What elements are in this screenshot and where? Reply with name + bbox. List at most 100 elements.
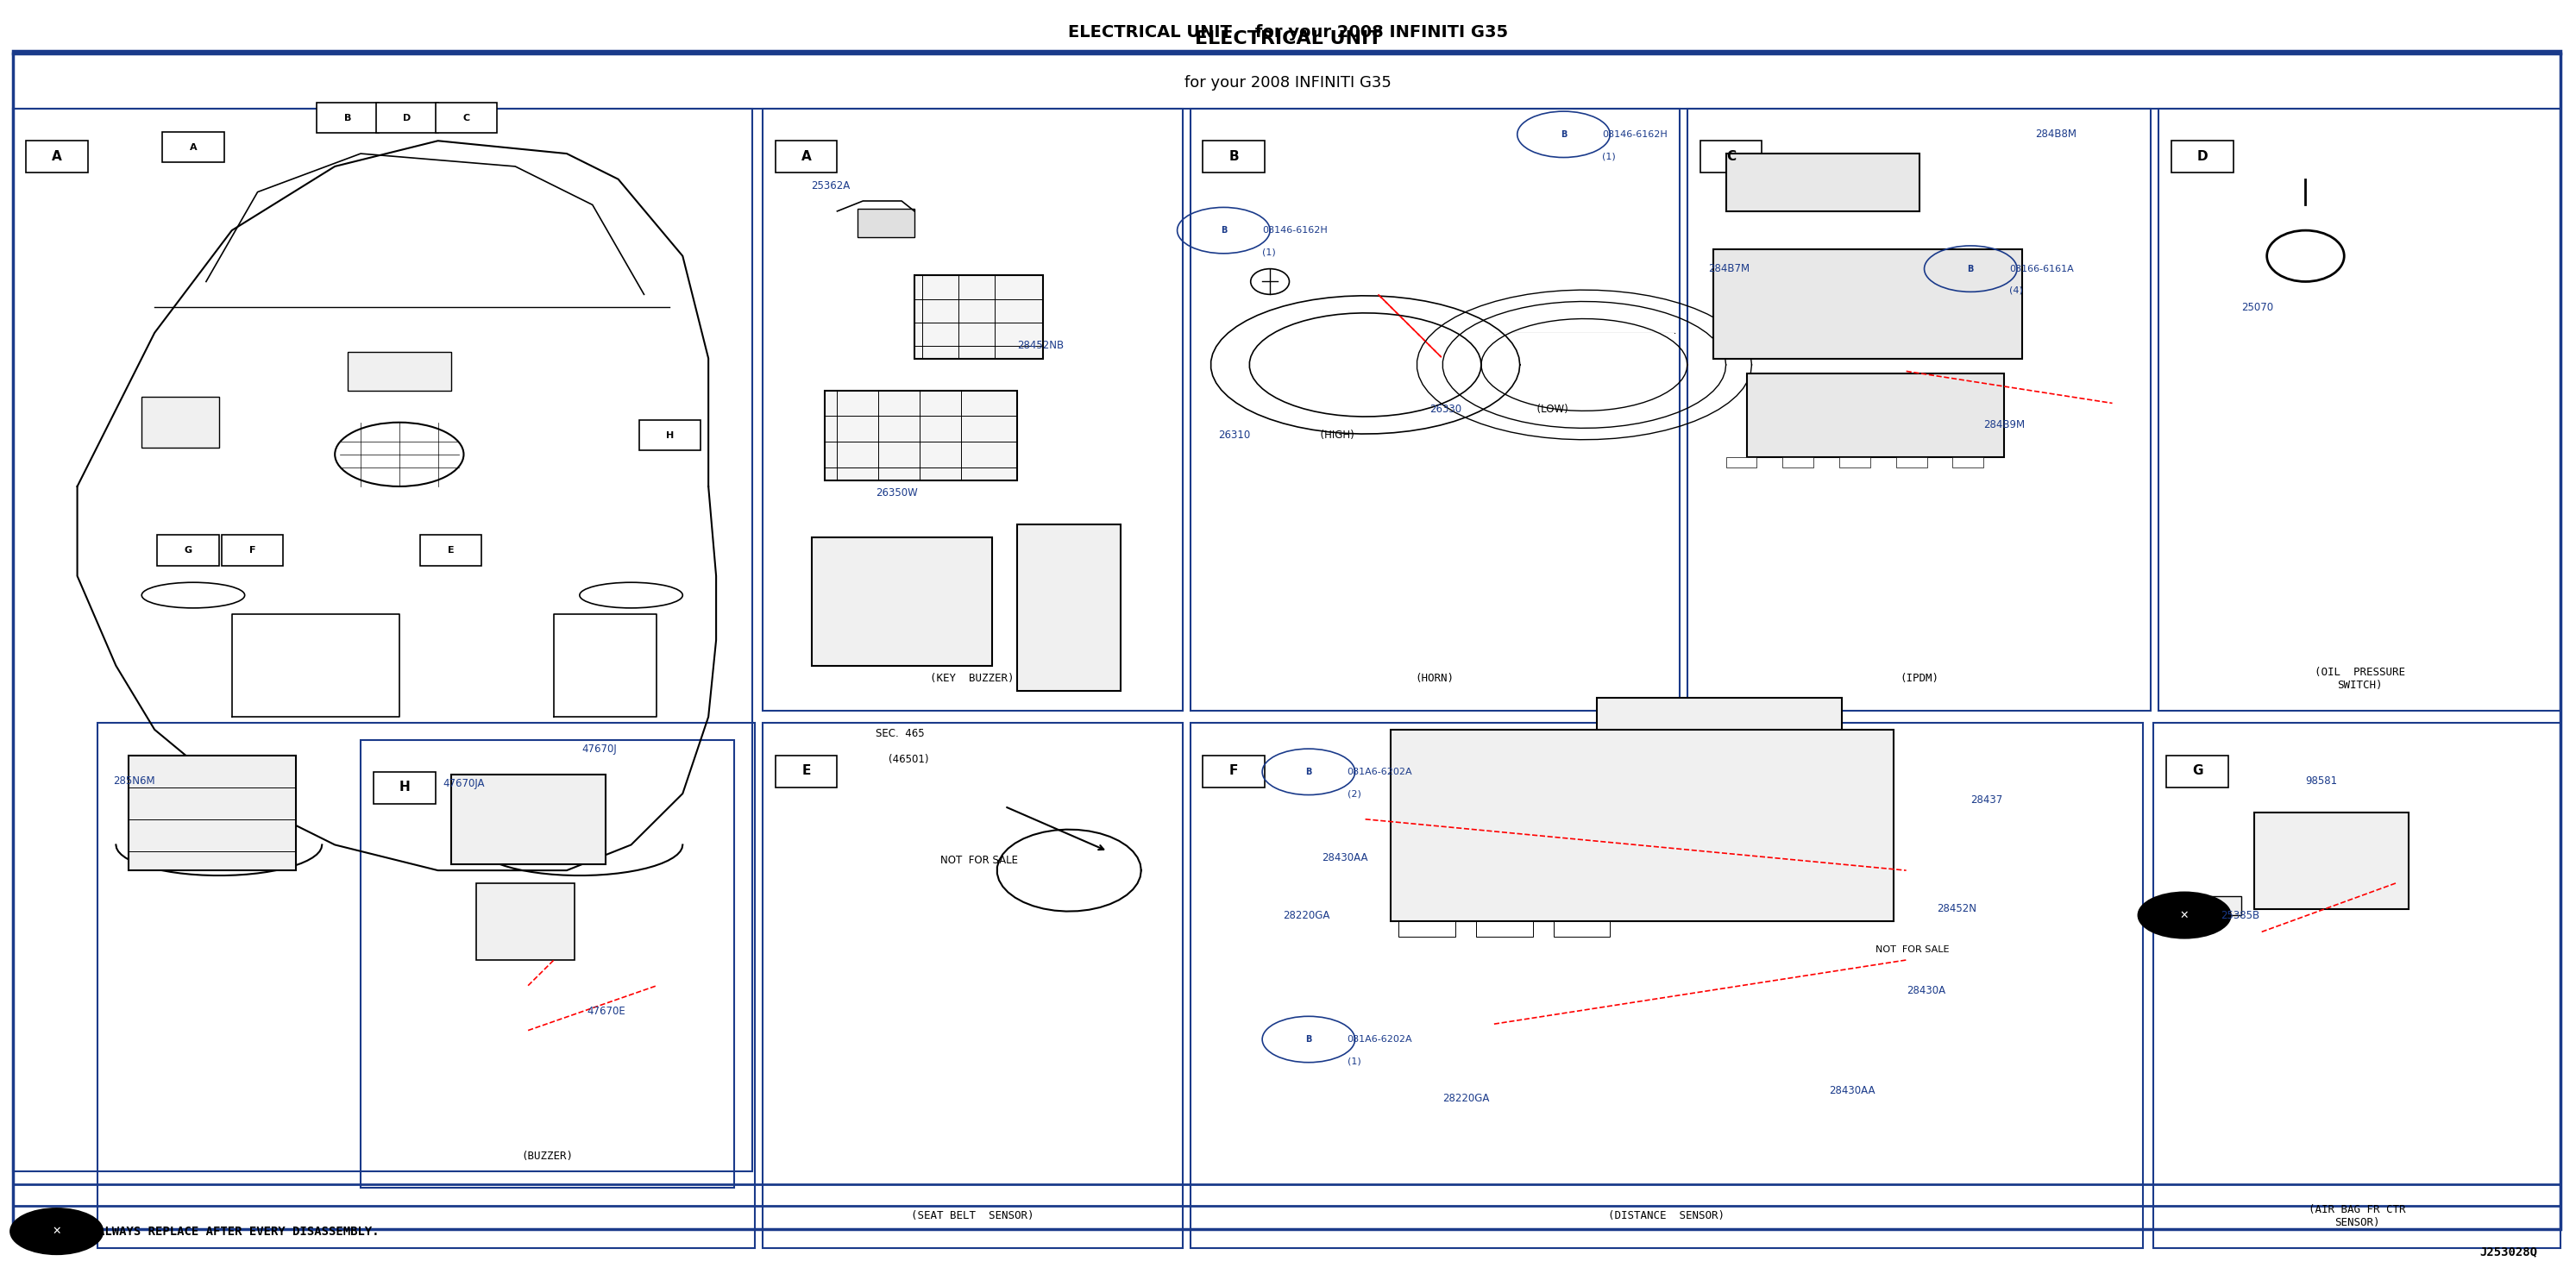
Text: (BUZZER): (BUZZER) [520,1151,574,1161]
Text: (1): (1) [1602,152,1615,160]
Text: 28437: 28437 [1971,795,2002,805]
Text: 284B7M: 284B7M [1708,264,1749,274]
Circle shape [10,1208,103,1254]
Text: (HIGH): (HIGH) [1314,430,1355,440]
Text: E: E [801,764,811,777]
Bar [451,774,605,864]
Bar [775,141,837,173]
Bar [762,109,1182,710]
Text: ✕: ✕ [2179,910,2190,920]
Bar [1190,723,2143,1248]
Text: C: C [464,114,469,122]
Text: 47670E: 47670E [587,1006,626,1016]
Text: 28452NB: 28452NB [1018,340,1064,351]
Text: ELECTRICAL UNIT: ELECTRICAL UNIT [1195,29,1381,47]
Text: 98581: 98581 [2306,776,2336,786]
Bar [2154,723,2561,1248]
Bar [1713,250,2022,358]
Text: ALWAYS REPLACE AFTER EVERY DISASSEMBLY.: ALWAYS REPLACE AFTER EVERY DISASSEMBLY. [98,1225,379,1238]
Text: (IPDM): (IPDM) [1899,673,1940,684]
Text: (OIL  PRESSURE
SWITCH): (OIL PRESSURE SWITCH) [2313,667,2406,690]
Bar [1687,109,2151,710]
Text: 28430AA: 28430AA [1321,852,1368,863]
Bar [858,209,914,237]
Text: for your 2008 INFINITI G35: for your 2008 INFINITI G35 [1185,76,1391,91]
Text: H: H [399,781,410,794]
Text: (4): (4) [2009,287,2022,294]
Text: B: B [345,114,350,122]
Bar [162,132,224,163]
Bar [142,397,219,448]
Text: 28430AA: 28430AA [1829,1085,1875,1096]
Bar [317,102,379,133]
Text: SEC.  465: SEC. 465 [876,728,925,739]
Bar [2172,141,2233,173]
Text: 08146-6162H: 08146-6162H [1602,131,1667,138]
Bar [1700,141,1762,173]
Bar [1190,109,1680,710]
Bar [762,723,1182,1248]
Bar [1399,922,1455,937]
Text: 26350W: 26350W [876,488,917,498]
Text: NOT  FOR SALE: NOT FOR SALE [940,855,1018,865]
Bar [420,535,482,566]
Text: F: F [250,547,255,554]
Bar [914,275,1043,358]
Text: 25385B: 25385B [2221,910,2259,920]
Text: ELECTRICAL UNIT    for your 2008 INFINITI G35: ELECTRICAL UNIT for your 2008 INFINITI G… [1069,24,1507,40]
Text: 47670J: 47670J [582,744,618,754]
Bar [13,109,752,1171]
Bar [376,102,438,133]
Text: A: A [191,143,196,151]
Text: (1): (1) [1262,248,1275,256]
Bar [1553,922,1610,937]
Bar [477,883,574,960]
Bar [1726,457,1757,467]
Bar [1203,141,1265,173]
Text: (KEY  BUZZER): (KEY BUZZER) [930,673,1015,684]
Text: G: G [2192,764,2202,777]
Text: 08166-6161A: 08166-6161A [2009,265,2074,273]
Text: 25070: 25070 [2241,302,2272,312]
Bar [222,535,283,566]
Text: 284B9M: 284B9M [1984,420,2025,430]
Text: 28430A: 28430A [1906,986,1945,996]
Text: A: A [52,150,62,163]
Text: (2): (2) [1347,790,1360,797]
Bar [1953,457,1984,467]
Bar [26,141,88,173]
Text: 081A6-6202A: 081A6-6202A [1347,768,1412,776]
Bar [1726,154,1919,211]
Bar [348,352,451,390]
Bar [361,740,734,1188]
Text: (AIR BAG FR CTR
SENSOR): (AIR BAG FR CTR SENSOR) [2308,1204,2406,1228]
Text: (HORN): (HORN) [1414,673,1455,684]
Bar [1494,333,1674,397]
Bar [824,390,1018,480]
Text: C: C [1726,150,1736,163]
Bar [1747,374,2004,457]
Text: 284B8M: 284B8M [2035,129,2076,140]
Text: D: D [2197,150,2208,163]
Bar [1896,457,1927,467]
Text: 08146-6162H: 08146-6162H [1262,227,1327,234]
Text: E: E [448,547,453,554]
Text: B: B [1221,227,1226,234]
Text: (DISTANCE  SENSOR): (DISTANCE SENSOR) [1607,1211,1726,1221]
Text: ✕: ✕ [52,1226,62,1236]
Bar [2159,109,2561,710]
Bar [435,102,497,133]
Bar [374,772,435,804]
Bar [775,755,837,787]
Bar [1018,525,1121,691]
Text: G: G [183,547,193,554]
Text: B: B [1968,265,1973,273]
Text: B: B [1306,1036,1311,1043]
Text: (SEAT BELT  SENSOR): (SEAT BELT SENSOR) [912,1211,1033,1221]
Text: (LOW): (LOW) [1530,404,1569,415]
Bar [1839,457,1870,467]
Text: 47670JA: 47670JA [443,778,484,788]
Text: H: H [665,431,675,439]
Bar [1391,730,1893,922]
Bar [157,535,219,566]
